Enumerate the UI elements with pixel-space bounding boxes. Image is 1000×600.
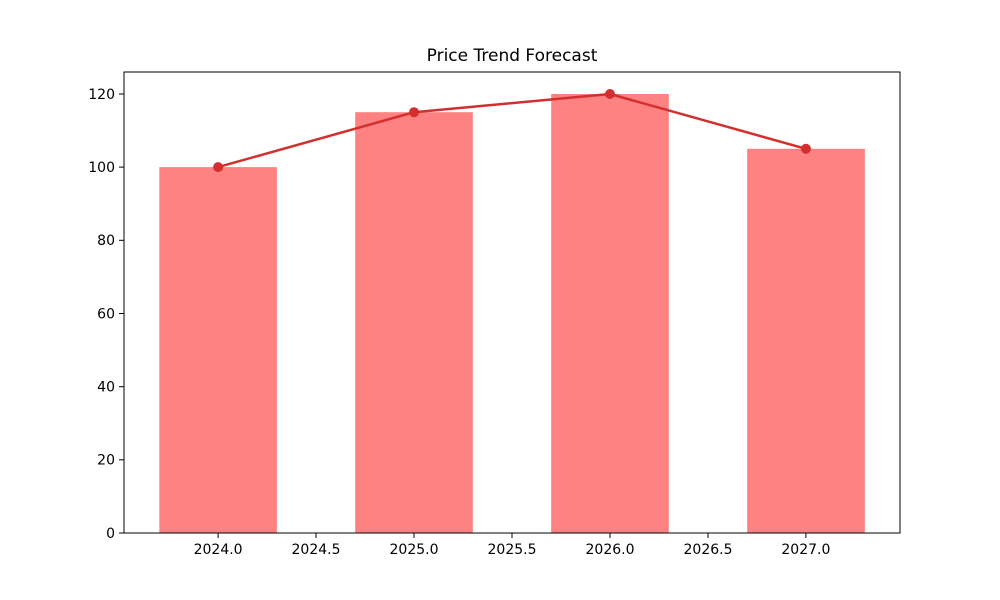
data-point-marker bbox=[800, 143, 811, 154]
bar bbox=[747, 148, 865, 534]
bar bbox=[551, 94, 669, 533]
y-tick-label: 20 bbox=[97, 453, 115, 469]
data-point-marker bbox=[213, 162, 224, 173]
x-tick-label: 2027.0 bbox=[781, 542, 830, 558]
x-tick-label: 2025.5 bbox=[488, 542, 537, 558]
x-tick-label: 2026.5 bbox=[684, 542, 733, 558]
bar bbox=[159, 167, 277, 533]
y-tick-label: 80 bbox=[97, 233, 115, 249]
y-tick-label: 0 bbox=[106, 526, 115, 542]
y-tick-label: 120 bbox=[88, 87, 115, 103]
data-point-marker bbox=[409, 107, 419, 118]
trend-line bbox=[216, 92, 808, 169]
data-point-marker bbox=[605, 89, 615, 99]
chart-title: Price Trend Forecast bbox=[426, 46, 598, 66]
y-tick-label: 40 bbox=[97, 380, 115, 396]
x-tick-label: 2025.0 bbox=[390, 542, 439, 558]
x-tick-label: 2026.0 bbox=[586, 542, 635, 558]
x-tick-label: 2024.0 bbox=[194, 542, 243, 558]
y-tick-label: 100 bbox=[88, 160, 115, 176]
y-tick-label: 60 bbox=[97, 306, 115, 322]
x-tick-label: 2024.5 bbox=[292, 542, 341, 558]
bar bbox=[355, 112, 473, 533]
